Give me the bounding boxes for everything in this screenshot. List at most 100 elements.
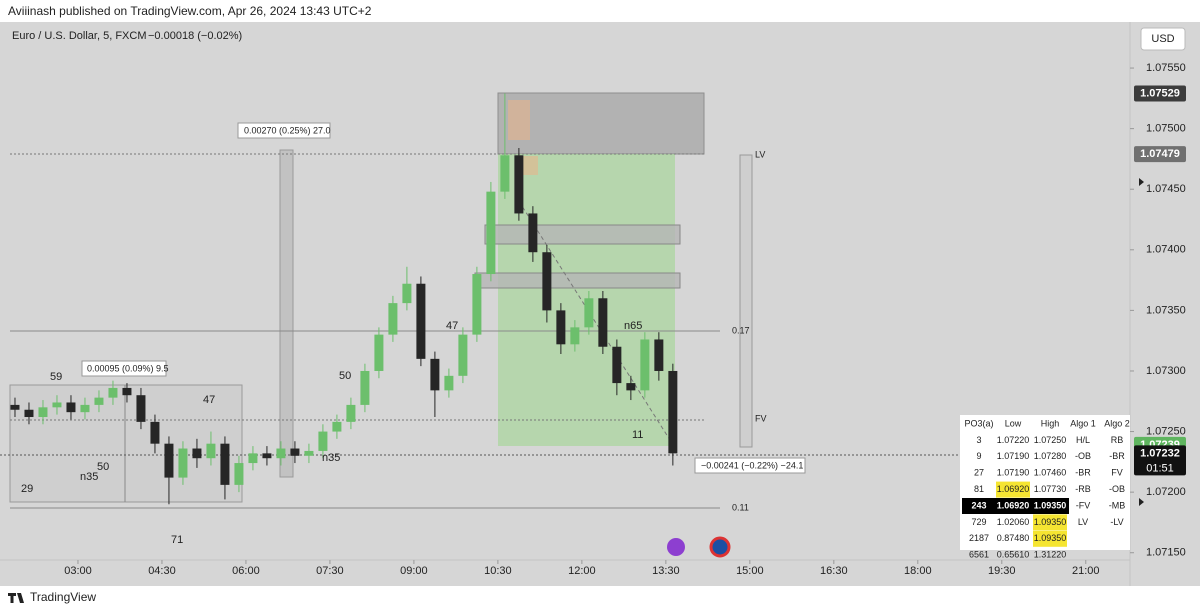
table-cell: 243 [971,500,986,510]
annotation: 59 [50,371,62,383]
table-cell: 0.65610 [997,550,1030,560]
annotation: 47 [203,394,215,406]
event-icon[interactable] [709,536,731,558]
table-cell: 729 [971,517,986,527]
candle-body [192,448,202,459]
candle-body [598,298,608,347]
table-cell: -MB [1109,500,1126,510]
candle-body [500,155,510,192]
y-tick-label: 1.07250 [1146,425,1186,437]
table-cell: 1.07280 [1034,451,1067,461]
chart-change: −0.00018 (−0.02%) [148,30,242,42]
event-icon[interactable] [667,538,685,556]
table-cell: 1.07190 [997,451,1030,461]
table-cell: 1.09350 [1034,500,1067,510]
table-cell: 2187 [969,533,989,543]
measure-bar [739,154,753,448]
x-tick-label: 12:00 [568,565,596,577]
candle-body [486,191,496,275]
table-cell: -LV [1110,517,1123,527]
table-cell: 1.31220 [1034,550,1067,560]
candle-body [374,334,384,371]
y-tick-label: 1.07350 [1146,304,1186,316]
candle-body [612,346,622,384]
label-box [81,360,167,377]
annotation: 0.00095 (0.09%) 9.5 [87,363,169,373]
annotation: 29 [21,483,33,495]
table-cell: 3 [976,435,981,445]
price-label-box [1134,445,1186,476]
candle-body [66,402,76,413]
y-tick-label: 1.07400 [1146,244,1186,256]
y-tick-label: 1.07150 [1146,547,1186,559]
candle-body [24,409,34,418]
annotation: FV [755,413,767,423]
table-cell: -BR [1109,451,1125,461]
chart-title: Euro / U.S. Dollar, 5, FXCM [12,30,146,42]
stop-zone [497,92,705,155]
table-cell: -OB [1075,451,1091,461]
annotation: 50 [97,461,109,473]
row-highlight [962,498,1069,514]
currency-button[interactable] [1140,27,1186,51]
candle-body [220,443,230,485]
table-cell: 27 [974,468,984,478]
table-cell: LV [1078,517,1088,527]
annotation: n65 [624,320,642,332]
arrow [1139,178,1144,186]
annotation: 0.00270 (0.25%) 27.0 [244,125,331,135]
annotation: 50 [339,370,351,382]
measure-bar [279,149,294,478]
annotation: 11 [632,429,643,441]
candle-body [234,463,244,485]
table-cell: -OB [1109,484,1125,494]
candle-body [360,370,370,405]
price-label-box [1134,85,1186,102]
annotation: LV [755,149,765,159]
gap-box [484,224,681,245]
table-cell: 1.06920 [997,484,1030,494]
candles [10,93,678,505]
annotations: 0.00270 (0.25%) 27.0 0.00095 (0.09%) 9.5… [21,122,806,546]
candle-body [654,339,664,371]
table-header: PO3(a) [964,418,993,428]
table-cell: RB [1111,435,1124,445]
candle-body [304,450,314,456]
candle-body [640,339,650,391]
price-label: 1.07529 [1140,87,1180,99]
candle-body [80,404,90,413]
arrow [1139,498,1144,506]
currency[interactable]: USD [1151,33,1174,45]
candle-body [542,252,552,311]
candle-body [402,283,412,304]
countdown: 01:51 [1146,462,1174,474]
x-tick-label: 18:00 [904,565,932,577]
candle-body [584,298,594,328]
table-cell: 6561 [969,550,989,560]
table-header: Algo 1 [1070,418,1096,428]
candle-body [262,453,272,459]
range-box [9,384,243,503]
footer-text: TradingView [30,590,96,604]
candle-body [150,421,160,444]
label-box [237,122,331,139]
candle-body [38,407,48,418]
candle-body [248,453,258,464]
table-cell: 1.06920 [997,500,1030,510]
annotation: n35 [322,452,340,464]
y-tick-label: 1.07450 [1146,183,1186,195]
candle-body [318,431,328,451]
info-table: PO3(a) Low High Algo 1 Algo 2 3 1.07220 1.07250… [960,415,1130,560]
price-label-box [1134,146,1186,163]
y-tick-label: 1.07500 [1146,123,1186,135]
cell-highlight [1033,514,1067,531]
candle-body [556,310,566,345]
table-cell: 1.07730 [1034,484,1067,494]
x-tick-label: 13:30 [652,565,680,577]
candle-body [206,443,216,459]
annotation: 0.11 [732,502,749,512]
x-tick-label: 16:30 [820,565,848,577]
y-tick-label: 1.07550 [1146,62,1186,74]
price-label: 1.07479 [1140,148,1180,160]
candle-body [276,448,286,459]
